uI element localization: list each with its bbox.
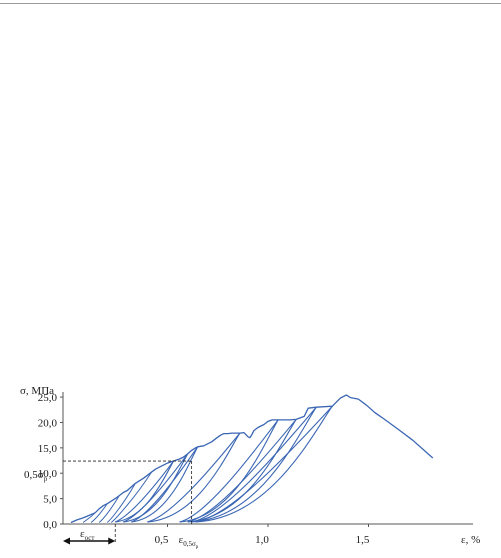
y-tick-label: 20,0: [38, 417, 58, 429]
arrow-right-head: [108, 537, 116, 545]
small-loop: [106, 483, 136, 523]
small-loop: [90, 503, 108, 523]
tick-labels: 25,0 20,0 15,0 10,0 5,0 0,0 0,5 1,0 1,5 σ, МПа ε, …: [20, 385, 480, 546]
unload-loop: [131, 446, 199, 523]
x-tick-label: 0,5: [155, 534, 169, 546]
x-tick-label: 1,5: [356, 534, 370, 546]
unload-loop: [179, 419, 279, 523]
x-axis-label: ε, %: [461, 534, 480, 546]
reload-loop: [191, 406, 317, 523]
reload-loop: [195, 405, 333, 523]
arrow-left-head: [63, 537, 70, 545]
unload-loop: [191, 406, 317, 523]
unload-loop: [195, 405, 333, 523]
y-tick-label: 0,0: [43, 519, 57, 531]
y-axis-label: σ, МПа: [20, 385, 54, 397]
half-sigma-label: 0,5σр: [24, 469, 48, 483]
eps-res-label: εост: [80, 528, 94, 542]
x-tick-label: 1,0: [255, 534, 269, 546]
small-loop: [82, 512, 96, 523]
top-rule: [0, 3, 501, 4]
unload-loop: [187, 419, 297, 523]
y-tick-label: 5,0: [43, 494, 57, 506]
unload-loop: [115, 460, 174, 523]
unload-loop: [147, 432, 241, 523]
eps-half-label: ε0,5σр: [179, 534, 199, 550]
series-line: [70, 394, 434, 524]
curves: [70, 394, 434, 524]
reload-loop: [131, 446, 199, 523]
y-tick-label: 15,0: [38, 443, 58, 455]
small-loop: [98, 495, 120, 523]
small-loop: [110, 471, 152, 523]
reload-loop: [123, 453, 189, 523]
reload-loop: [147, 432, 241, 523]
y-tick-label: 25,0: [38, 392, 58, 404]
unload-loop: [123, 453, 189, 523]
y-tick-label: 10,0: [38, 468, 58, 480]
axes: [60, 392, 473, 527]
reload-loop: [115, 460, 175, 523]
